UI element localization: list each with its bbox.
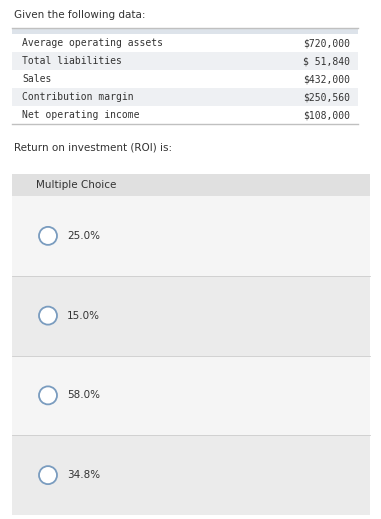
Ellipse shape [39,227,57,245]
Text: Total liabilities: Total liabilities [22,56,122,66]
Text: $250,560: $250,560 [303,92,350,102]
Bar [12,70,358,88]
Bar [12,52,358,70]
Ellipse shape [39,386,57,404]
Bar [12,28,358,34]
Text: $ 51,840: $ 51,840 [303,56,350,66]
Bar [12,276,370,356]
Bar [12,356,370,435]
Bar [12,106,358,124]
Text: Given the following data:: Given the following data: [14,10,146,20]
Text: Sales: Sales [22,74,51,84]
Bar [12,174,370,196]
Text: $432,000: $432,000 [303,74,350,84]
Text: 25.0%: 25.0% [67,231,100,241]
Text: 58.0%: 58.0% [67,390,100,400]
Text: $720,000: $720,000 [303,38,350,48]
Text: Return on investment (ROI) is:: Return on investment (ROI) is: [14,142,172,152]
Bar [12,435,370,515]
Text: 34.8%: 34.8% [67,470,100,480]
Bar [12,88,358,106]
Bar [12,196,370,276]
Text: Average operating assets: Average operating assets [22,38,163,48]
Text: Net operating income: Net operating income [22,110,139,120]
Text: Multiple Choice: Multiple Choice [36,180,116,190]
Text: $108,000: $108,000 [303,110,350,120]
Bar [12,34,358,52]
Text: Contribution margin: Contribution margin [22,92,134,102]
Ellipse shape [39,307,57,324]
Bar [12,174,370,515]
Text: 15.0%: 15.0% [67,311,100,321]
Ellipse shape [39,466,57,484]
